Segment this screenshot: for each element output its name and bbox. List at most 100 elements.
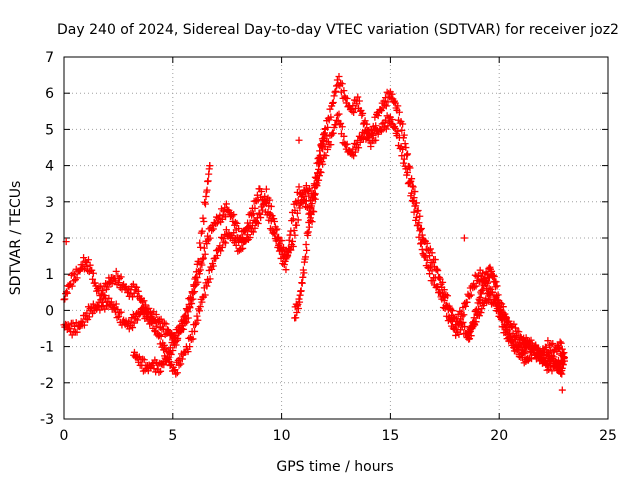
data-point — [492, 278, 500, 286]
data-point — [385, 114, 393, 122]
data-point — [435, 288, 443, 296]
data-point — [413, 213, 421, 221]
data-point — [558, 364, 566, 372]
data-point — [423, 239, 431, 247]
y-axis-label: SDTVAR / TECUs — [8, 181, 24, 296]
data-point — [556, 338, 564, 346]
data-point — [333, 76, 341, 84]
data-point — [189, 289, 197, 297]
data-point — [219, 234, 227, 242]
data-point — [426, 245, 434, 253]
data-point — [327, 141, 335, 149]
y-tick-label: 4 — [45, 159, 54, 175]
data-point — [115, 313, 123, 321]
data-point — [479, 269, 487, 277]
data-point — [439, 278, 447, 286]
y-tick-label: 3 — [45, 195, 54, 211]
data-point — [178, 355, 186, 363]
data-point — [394, 102, 402, 110]
data-point — [262, 185, 270, 193]
data-point — [420, 236, 428, 244]
data-point — [409, 198, 417, 206]
data-point — [293, 309, 301, 317]
data-point — [243, 224, 251, 232]
data-point — [267, 217, 275, 225]
data-point — [112, 267, 120, 275]
data-point — [190, 282, 198, 290]
data-point — [350, 140, 358, 148]
data-point — [479, 286, 487, 294]
data-point — [492, 292, 500, 300]
data-point — [160, 341, 168, 349]
data-point — [387, 94, 395, 102]
data-point — [351, 148, 359, 156]
data-point — [133, 316, 141, 324]
y-tick-label: 1 — [45, 267, 54, 283]
data-point — [390, 123, 398, 131]
data-point — [249, 210, 257, 218]
data-point — [239, 244, 247, 252]
data-point — [527, 336, 535, 344]
data-point — [292, 314, 300, 322]
data-point — [128, 314, 136, 322]
data-point — [311, 183, 319, 191]
data-point — [278, 245, 286, 253]
data-point — [413, 199, 421, 207]
data-point — [80, 254, 88, 262]
data-point — [201, 200, 209, 208]
y-tick-label: 6 — [45, 86, 54, 102]
data-point — [206, 162, 214, 170]
data-point — [448, 307, 456, 315]
data-point — [157, 315, 165, 323]
data-point — [206, 234, 214, 242]
data-point — [80, 321, 88, 329]
data-point — [287, 227, 295, 235]
data-point — [289, 215, 297, 223]
data-point — [195, 257, 203, 265]
data-point — [417, 225, 425, 233]
data-point — [291, 206, 299, 214]
data-point — [155, 368, 163, 376]
data-point — [415, 219, 423, 227]
data-point — [350, 152, 358, 160]
data-point — [388, 116, 396, 124]
data-point — [162, 320, 170, 328]
data-point — [306, 185, 314, 193]
data-point — [203, 240, 211, 248]
data-point — [117, 273, 125, 281]
data-point — [213, 219, 221, 227]
x-tick-label: 25 — [599, 428, 617, 444]
data-point — [285, 236, 293, 244]
data-point — [333, 111, 341, 119]
data-point — [381, 101, 389, 109]
data-point — [499, 303, 507, 311]
data-point — [522, 334, 530, 342]
data-point — [452, 321, 460, 329]
data-point — [141, 366, 149, 374]
data-point — [512, 331, 520, 339]
data-point — [472, 318, 480, 326]
data-point — [363, 120, 371, 128]
data-point — [201, 250, 209, 258]
y-tick-label: 5 — [45, 122, 54, 138]
data-point — [284, 245, 292, 253]
data-point — [257, 214, 265, 222]
data-point — [460, 311, 468, 319]
data-point — [89, 275, 97, 283]
data-point — [119, 282, 127, 290]
data-point — [370, 126, 378, 134]
data-point — [208, 265, 216, 273]
data-point — [112, 300, 120, 308]
data-point — [152, 310, 160, 318]
data-point — [186, 343, 194, 351]
data-point — [547, 341, 555, 349]
data-point — [64, 321, 72, 329]
data-point — [329, 129, 337, 137]
data-point — [394, 127, 402, 135]
data-point — [269, 229, 277, 237]
data-point — [222, 200, 230, 208]
series-track-a — [60, 110, 568, 378]
data-point — [295, 183, 303, 191]
data-point — [520, 340, 528, 348]
data-point — [416, 212, 424, 220]
